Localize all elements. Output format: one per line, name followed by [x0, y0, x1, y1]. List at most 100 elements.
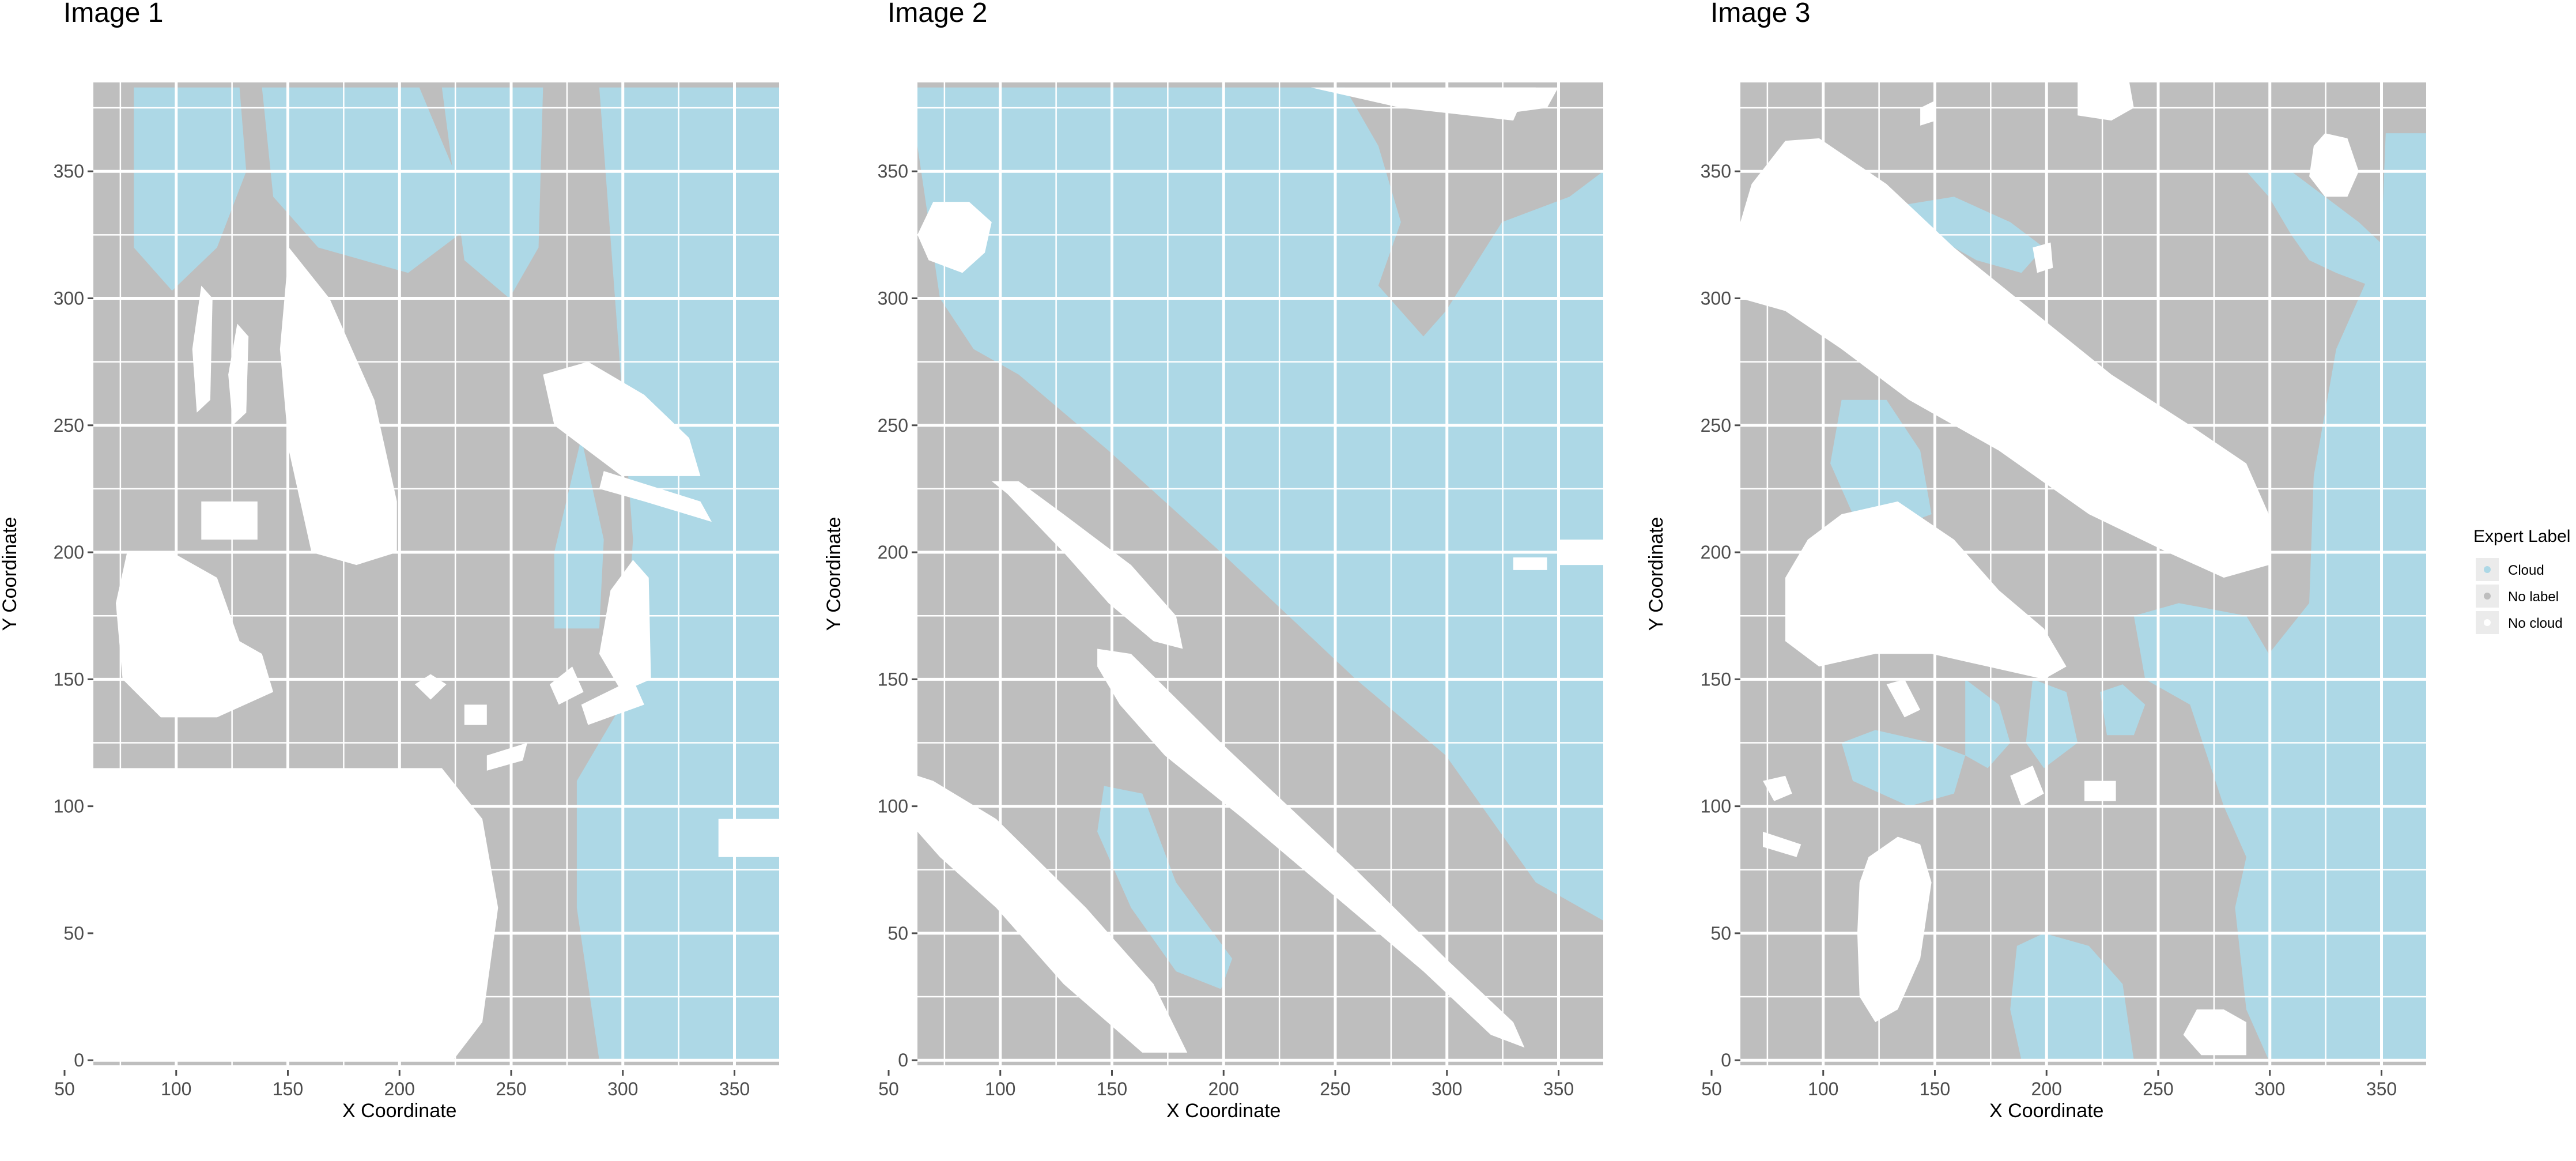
y-tick-label: 100 [878, 796, 908, 817]
y-tick-label: 250 [878, 415, 908, 436]
cloud-region [441, 87, 543, 299]
x-tick-label: 100 [161, 1079, 191, 1099]
x-tick-label: 50 [54, 1079, 75, 1099]
x-tick-label: 250 [1320, 1079, 1350, 1099]
y-tick-label: 50 [1710, 923, 1731, 944]
y-tick-label: 300 [878, 288, 908, 308]
no-cloud-region [1142, 87, 1536, 121]
cloud-region [262, 87, 476, 273]
no-cloud-region [917, 775, 1188, 1053]
x-tick-label: 50 [1701, 1079, 1722, 1099]
y-tick-label: 0 [898, 1050, 908, 1070]
panel-title: Image 2 [887, 0, 987, 28]
no-cloud-region [1740, 138, 2269, 578]
cloud-region [2246, 171, 2386, 286]
panel-title: Image 3 [1710, 0, 1810, 28]
legend-key-no-label [2484, 593, 2491, 600]
y-tick-label: 300 [54, 288, 84, 308]
no-cloud-region [599, 471, 712, 522]
no-cloud-region [1097, 649, 1525, 1048]
no-cloud-region [228, 323, 249, 425]
no-cloud-region [2084, 781, 2116, 801]
no-cloud-region [486, 742, 527, 771]
panel-title: Image 1 [63, 0, 163, 28]
y-tick-label: 150 [878, 669, 908, 689]
cloud-region [917, 87, 1603, 921]
cloud-region [1830, 399, 1932, 527]
x-tick-label: 300 [2254, 1079, 2285, 1099]
legend-key-cloud [2484, 566, 2491, 573]
x-tick-label: 350 [1543, 1079, 1574, 1099]
legend-label: Cloud [2508, 563, 2544, 578]
y-tick-label: 200 [54, 542, 84, 563]
x-tick-label: 200 [2031, 1079, 2062, 1099]
x-tick-label: 200 [384, 1079, 415, 1099]
cloud-region [1965, 679, 2011, 768]
y-tick-label: 300 [1701, 288, 1731, 308]
x-tick-label: 300 [607, 1079, 638, 1099]
x-tick-label: 300 [1431, 1079, 1462, 1099]
no-cloud-region [1763, 775, 1792, 801]
cloud-region [2133, 133, 2426, 1061]
no-cloud-region [1886, 679, 1921, 718]
no-cloud-region [1513, 557, 1547, 570]
x-tick-label: 250 [2143, 1079, 2173, 1099]
x-axis-label: X Coordinate [1989, 1100, 2103, 1122]
no-cloud-region [2010, 766, 2044, 806]
x-tick-label: 350 [2366, 1079, 2397, 1099]
no-cloud-region [464, 704, 487, 725]
y-tick-label: 100 [54, 796, 84, 817]
no-cloud-region [192, 285, 213, 413]
y-tick-label: 0 [74, 1050, 84, 1070]
no-cloud-region [2309, 133, 2359, 197]
cloud-region [2026, 679, 2078, 768]
no-cloud-region [116, 552, 274, 718]
cloud-region [2100, 684, 2146, 736]
y-tick-label: 200 [878, 542, 908, 563]
x-tick-label: 150 [1920, 1079, 1950, 1099]
y-tick-label: 250 [54, 415, 84, 436]
y-tick-label: 200 [1701, 542, 1731, 563]
no-cloud-region [991, 481, 1183, 649]
y-tick-label: 150 [1701, 669, 1731, 689]
no-cloud-region [201, 501, 258, 540]
legend-label: No label [2508, 589, 2559, 605]
no-cloud-region [581, 679, 644, 725]
x-axis-label: X Coordinate [1166, 1100, 1281, 1122]
y-tick-label: 350 [1701, 161, 1731, 182]
y-tick-label: 250 [1701, 415, 1731, 436]
x-axis-label: X Coordinate [342, 1100, 456, 1122]
no-cloud-region [1857, 836, 1932, 1023]
y-tick-label: 0 [1721, 1050, 1731, 1070]
no-cloud-region [279, 247, 397, 566]
x-tick-label: 200 [1208, 1079, 1239, 1099]
no-cloud-region [1785, 501, 2067, 680]
no-cloud-region [917, 202, 992, 273]
x-tick-label: 100 [1808, 1079, 1838, 1099]
x-tick-label: 100 [985, 1079, 1015, 1099]
y-axis-label: Y Coordinate [823, 517, 845, 631]
y-tick-label: 50 [63, 923, 84, 944]
panel-image-1: 0 50 100 150 200 250 300 350 50 100 150 200 250 300 35… [0, 0, 779, 1122]
cloud-region [1097, 786, 1233, 989]
legend-label: No cloud [2508, 616, 2563, 631]
legend: Expert Label Cloud No label No cloud [2473, 527, 2570, 634]
panel-image-2: 0 50 100 150 200 250 300 350 50 100 150 200 250 300 35… [823, 0, 1603, 1122]
y-axis-label: Y Coordinate [1645, 517, 1667, 631]
no-cloud-region [718, 819, 779, 857]
x-tick-label: 250 [496, 1079, 526, 1099]
x-tick-label: 350 [719, 1079, 750, 1099]
panel-image-3: 0 50 100 150 200 250 300 350 50 100 150 200 250 300 35… [1645, 0, 2426, 1122]
y-tick-label: 150 [54, 669, 84, 689]
no-cloud-region [1763, 831, 1801, 857]
x-tick-label: 150 [273, 1079, 303, 1099]
no-cloud-region [2078, 82, 2134, 121]
y-tick-label: 350 [54, 161, 84, 182]
legend-title: Expert Label [2473, 527, 2570, 546]
cloud-region [134, 87, 247, 291]
y-axis-label: Y Coordinate [0, 517, 21, 631]
y-tick-label: 100 [1701, 796, 1731, 817]
x-tick-label: 150 [1097, 1079, 1127, 1099]
no-cloud-region [93, 768, 498, 1061]
